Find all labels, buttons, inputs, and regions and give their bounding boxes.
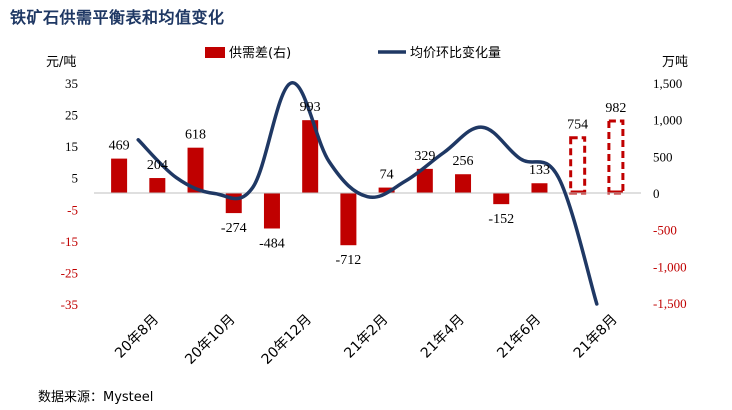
right-axis-tick-label: 500 [653,149,673,164]
bar-data-label: 982 [605,101,626,116]
right-axis-tick-label: -1,500 [653,296,687,311]
bar [149,178,166,193]
left-axis-tick-label: -15 [61,234,78,249]
left-axis-tick-label: -25 [61,265,78,280]
bar-data-label: 256 [453,154,474,169]
bar-data-label: 204 [147,158,168,173]
legend-line-label: 均价环比变化量 [410,45,501,61]
forecast-bar [569,136,587,195]
left-axis-tick-label: 5 [72,171,79,186]
right-axis-ticks: 1,500 1,000 500 0 -500 -1,000 -1,500 [653,76,687,311]
bar-data-label: 618 [185,128,206,143]
bar [531,183,548,193]
left-axis-ticks: 35 25 15 5 -5 -15 -25 -35 [61,76,78,312]
right-axis-tick-label: -1,000 [653,259,687,274]
left-axis-tick-label: -5 [67,202,78,217]
bar-data-label: 754 [567,118,588,133]
left-axis-tick-label: 15 [65,139,78,154]
bar-series [111,119,625,246]
chart-title: 铁矿石供需平衡表和均值变化 [10,8,225,27]
right-axis-tick-label: 0 [653,186,660,201]
forecast-bar-base [570,190,585,193]
bar [187,147,204,193]
legend-bar-swatch [205,47,225,58]
x-axis-tick-label: 21年8月 [571,312,621,362]
bar [302,120,319,193]
right-axis-tick-label: -500 [653,223,677,238]
source-note: 数据来源：Mysteel [38,390,154,405]
bar [493,193,510,205]
bar-data-label: 469 [109,139,130,154]
forecast-bar-base [608,190,623,193]
line-path [136,81,599,306]
legend-bar-label: 供需差(右) [229,46,291,61]
bar [340,193,357,246]
bar [378,187,395,193]
left-axis-unit: 元/吨 [46,55,76,70]
bar-data-label: 329 [414,149,435,164]
left-axis-tick-label: 25 [65,108,78,123]
bar [455,174,472,193]
bar-data-label: -484 [259,236,285,251]
x-axis-tick-label: 20年10月 [182,312,238,368]
bar [416,168,433,193]
left-axis-tick-label: 35 [65,76,78,91]
bar-data-label: 74 [380,168,394,183]
x-axis-tick-label: 21年6月 [494,312,544,362]
bar-data-labels: 469 204 618 -274 -484 993 -712 74 329 256 -152 133 7… [109,100,627,268]
axis-units: 元/吨 万吨 [46,55,688,70]
bar [263,193,280,229]
legend: 供需差(右) 均价环比变化量 [205,45,501,61]
line-series [136,81,599,306]
right-axis-unit: 万吨 [662,55,688,70]
x-axis-tick-labels: 20年8月 20年10月 20年12月 21年2月 21年4月 21年6月 21年8月 [112,312,621,368]
x-axis-tick-label: 20年12月 [259,312,315,368]
bar [111,158,128,193]
forecast-bar [607,119,625,195]
right-axis-tick-label: 1,000 [653,113,682,128]
right-axis-tick-label: 1,500 [653,76,682,91]
bar-data-label: 133 [529,163,550,178]
x-axis-tick-label: 20年8月 [112,312,162,362]
bar-data-label: -712 [336,253,362,268]
bar-data-label: -152 [488,212,514,227]
bar-data-label: 993 [300,100,321,115]
bar-data-label: -274 [221,221,247,236]
x-axis-tick-label: 21年4月 [418,312,468,362]
x-axis-tick-label: 21年2月 [341,312,391,362]
left-axis-tick-label: -35 [61,297,78,312]
